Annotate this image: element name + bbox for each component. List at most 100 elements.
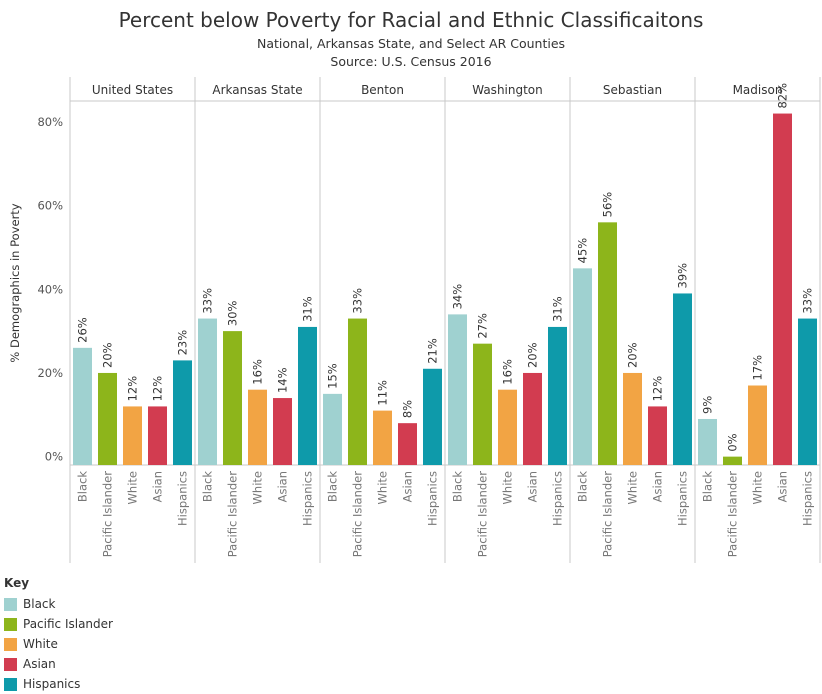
data-label: 31% xyxy=(301,296,315,322)
data-label: 16% xyxy=(251,359,265,385)
category-label: Hispanics xyxy=(301,471,315,526)
legend-label: Black xyxy=(23,597,56,611)
data-label: 34% xyxy=(451,284,465,310)
bar xyxy=(598,222,617,465)
data-label: 30% xyxy=(226,300,240,326)
category-label: Hispanics xyxy=(176,471,190,526)
category-label: Pacific Islander xyxy=(226,471,240,557)
category-label: Asian xyxy=(526,471,540,502)
data-label: 16% xyxy=(501,359,515,385)
data-label: 9% xyxy=(701,396,715,414)
bar xyxy=(398,423,417,465)
category-label: Asian xyxy=(651,471,665,502)
data-label: 33% xyxy=(801,288,815,314)
bar xyxy=(448,314,467,465)
bar xyxy=(623,372,642,465)
legend-title: Key xyxy=(4,576,30,590)
bar xyxy=(123,406,142,465)
panel-header: Arkansas State xyxy=(212,83,302,97)
bar xyxy=(798,318,817,465)
data-label: 11% xyxy=(376,380,390,406)
category-label: White xyxy=(626,471,640,504)
data-label: 21% xyxy=(426,338,440,364)
bar xyxy=(548,326,567,465)
data-label: 45% xyxy=(576,238,590,264)
bar xyxy=(423,368,442,465)
bar xyxy=(298,326,317,465)
legend-label: Hispanics xyxy=(23,677,81,691)
bar xyxy=(373,410,392,465)
category-label: Black xyxy=(201,471,215,502)
bar xyxy=(248,389,267,465)
data-label: 15% xyxy=(326,363,340,389)
category-label: Asian xyxy=(276,471,290,502)
bar xyxy=(723,456,742,465)
legend-label: Asian xyxy=(23,657,56,671)
data-label: 14% xyxy=(276,367,290,393)
category-label: Black xyxy=(576,471,590,502)
bar xyxy=(648,406,667,465)
category-label: Black xyxy=(76,471,90,502)
bar xyxy=(198,318,217,465)
data-label: 12% xyxy=(651,376,665,402)
category-label: Hispanics xyxy=(426,471,440,526)
category-label: Asian xyxy=(776,471,790,502)
y-tick-label: 80% xyxy=(37,115,63,129)
bar xyxy=(523,372,542,465)
legend-item: White xyxy=(4,634,113,654)
chart-subtitle: National, Arkansas State, and Select AR … xyxy=(256,36,566,51)
legend-swatch xyxy=(4,677,17,691)
category-label: Black xyxy=(701,471,715,502)
legend-swatch xyxy=(4,657,17,671)
bar xyxy=(348,318,367,465)
y-tick-label: 20% xyxy=(37,366,63,380)
data-label: 27% xyxy=(476,313,490,339)
category-label: Asian xyxy=(401,471,415,502)
bar xyxy=(673,293,692,465)
data-label: 31% xyxy=(551,296,565,322)
legend-swatch xyxy=(4,597,17,611)
category-label: White xyxy=(376,471,390,504)
data-label: 12% xyxy=(126,376,140,402)
panel-header: Sebastian xyxy=(603,83,662,97)
legend-item: Asian xyxy=(4,654,113,674)
category-label: Black xyxy=(451,471,465,502)
bar xyxy=(773,113,792,465)
bar xyxy=(473,343,492,465)
y-tick-label: 0% xyxy=(45,450,63,464)
category-label: Pacific Islander xyxy=(476,471,490,557)
category-label: Hispanics xyxy=(801,471,815,526)
bar xyxy=(148,406,167,465)
category-label: White xyxy=(751,471,765,504)
legend-swatch xyxy=(4,617,17,631)
data-label: 0% xyxy=(726,433,740,451)
y-axis-title: % Demographics in Poverty xyxy=(8,203,22,362)
category-label: Pacific Islander xyxy=(601,471,615,557)
bar xyxy=(323,393,342,465)
data-label: 33% xyxy=(351,288,365,314)
category-label: Pacific Islander xyxy=(726,471,740,557)
bar xyxy=(573,268,592,465)
bar xyxy=(698,418,717,465)
data-label: 17% xyxy=(751,355,765,381)
bar xyxy=(73,347,92,465)
panel-header: Madison xyxy=(733,83,783,97)
category-label: Hispanics xyxy=(551,471,565,526)
chart-source: Source: U.S. Census 2016 xyxy=(330,54,492,69)
legend-label: White xyxy=(23,637,58,651)
legend-item: Pacific Islander xyxy=(4,614,113,634)
bar xyxy=(173,360,192,465)
y-tick-label: 60% xyxy=(37,199,63,213)
category-label: Asian xyxy=(151,471,165,502)
data-label: 82% xyxy=(776,83,790,109)
bar xyxy=(223,331,242,465)
data-label: 12% xyxy=(151,376,165,402)
bar xyxy=(498,389,517,465)
data-label: 20% xyxy=(526,342,540,368)
category-label: Black xyxy=(326,471,340,502)
y-tick-label: 40% xyxy=(37,282,63,296)
legend-label: Pacific Islander xyxy=(23,617,113,631)
chart-plot: % Demographics in Poverty 0% 20% 40% 60% 80% U… xyxy=(8,77,821,563)
category-label: White xyxy=(126,471,140,504)
bar xyxy=(273,398,292,465)
